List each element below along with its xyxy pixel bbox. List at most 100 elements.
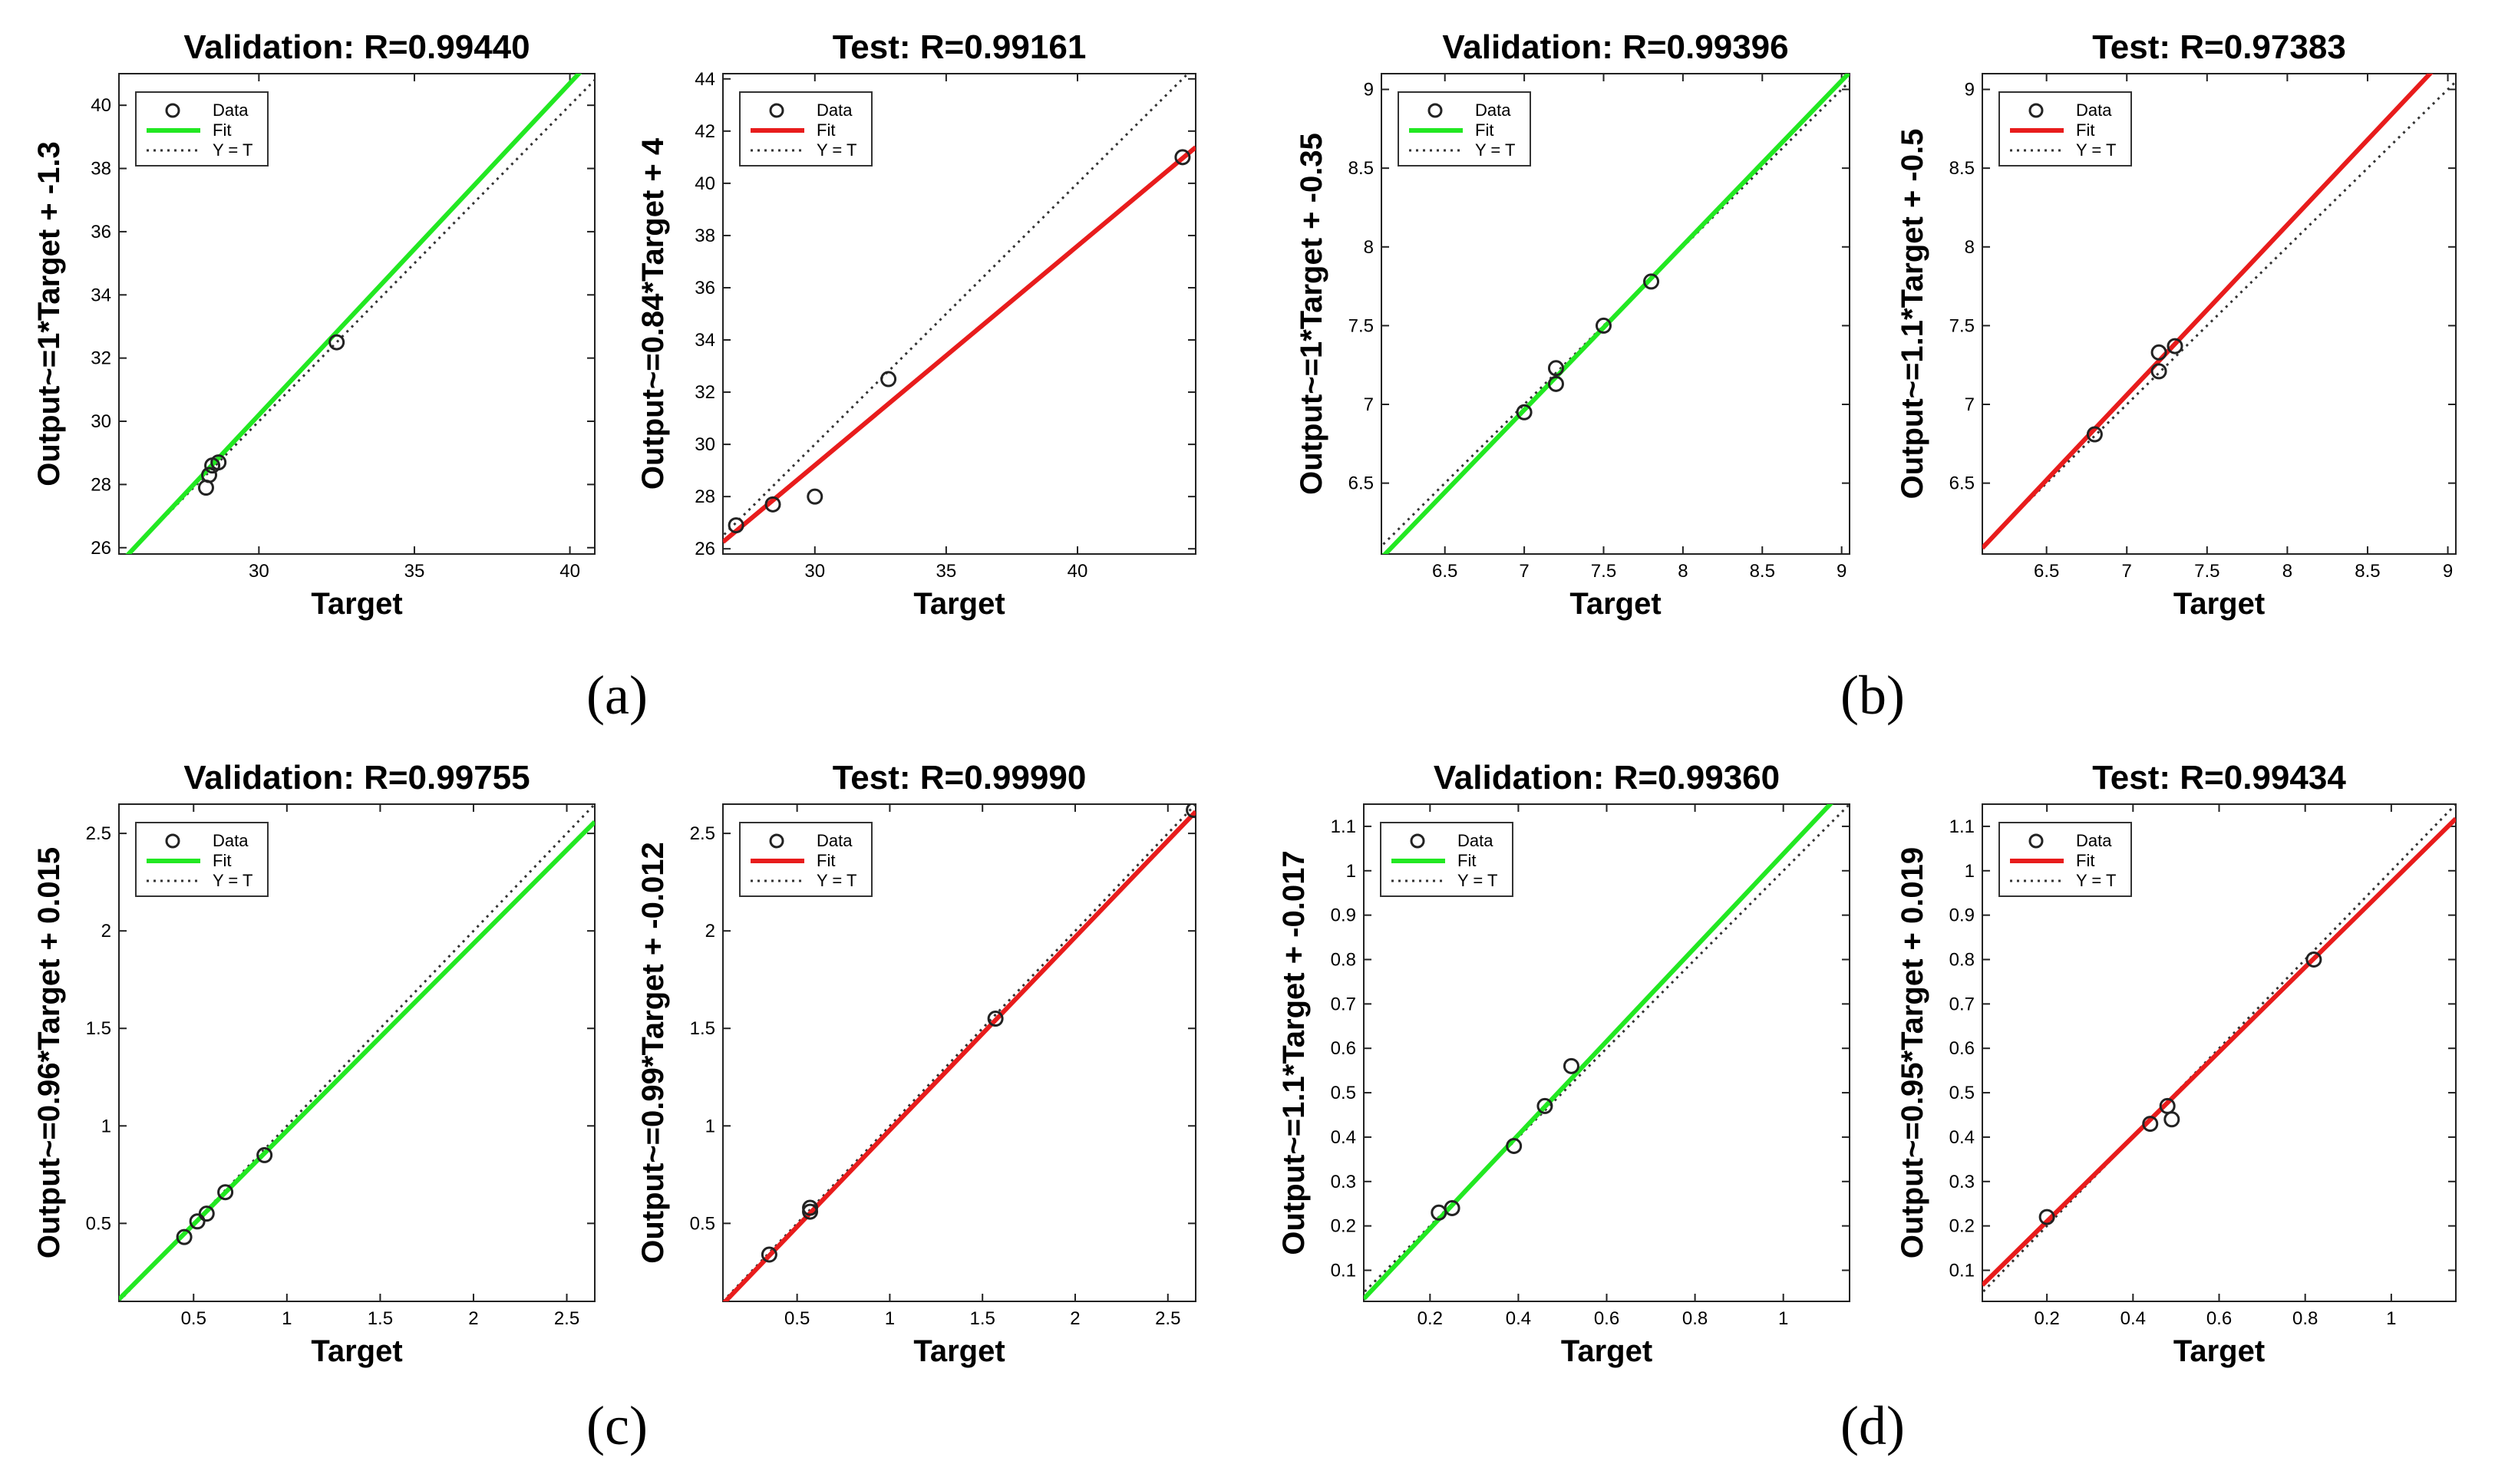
- plot-6: Test: R=0.99990 0.5 1 1.5 2 2.5 0.5 1 1.5 2 2.5 Tar…: [636, 759, 1196, 1368]
- x-tick-label: 8.5: [2355, 561, 2380, 582]
- y-tick-label: 1: [1346, 861, 1356, 882]
- plot-title: Test: R=0.99434: [2092, 759, 2346, 796]
- x-axis-label: Target: [2173, 587, 2265, 621]
- y-tick-label: 0.2: [1331, 1216, 1356, 1237]
- y-tick-label: 32: [695, 382, 715, 403]
- y-tick-label: 0.2: [1949, 1216, 1975, 1237]
- x-axis-label: Target: [311, 1334, 402, 1368]
- x-tick-label: 7.5: [1591, 561, 1616, 582]
- legend-data-label: Data: [1475, 101, 1511, 120]
- data-point: [2150, 363, 2167, 380]
- x-axis-label: Target: [1561, 1334, 1652, 1368]
- y-tick-label: 0.4: [1331, 1127, 1356, 1148]
- x-tick-label: 6.5: [2034, 561, 2059, 582]
- ideal-line: [1982, 804, 2456, 1294]
- data-point: [2167, 338, 2183, 355]
- y-tick-label: 7: [1965, 394, 1975, 415]
- x-tick-label: 0.2: [2034, 1308, 2059, 1329]
- plot-1: Validation: R=0.99440 30 35 40 26 28 30 32 34 36 3…: [32, 28, 596, 621]
- x-tick-label: 2: [468, 1308, 478, 1329]
- plot-title: Test: R=0.97383: [2092, 28, 2346, 66]
- y-tick-label: 1.5: [690, 1018, 715, 1039]
- legend-data-marker: [769, 833, 784, 849]
- y-tick-label: 0.7: [1331, 994, 1356, 1014]
- y-tick-label: 34: [695, 330, 715, 351]
- x-axis-label: Target: [1569, 587, 1661, 621]
- legend-data-marker: [165, 833, 180, 849]
- legend-data-label: Data: [2076, 831, 2112, 850]
- legend-ideal-label: Y = T: [817, 140, 856, 160]
- panel-label-d: (d): [1840, 1395, 1905, 1456]
- y-tick-label: 26: [695, 539, 715, 559]
- plot-title: Validation: R=0.99755: [183, 759, 530, 796]
- x-tick-label: 0.6: [2206, 1308, 2232, 1329]
- plot-title: Test: R=0.99161: [833, 28, 1087, 66]
- y-tick-label: 2.5: [86, 823, 111, 844]
- y-tick-label: 0.5: [86, 1213, 111, 1234]
- y-tick-label: 0.5: [1949, 1083, 1975, 1103]
- data-point: [1506, 1138, 1523, 1154]
- y-axis-label: Output~=1.1*Target + -0.017: [1277, 850, 1311, 1255]
- y-tick-label: 1.1: [1331, 816, 1356, 837]
- legend-data-marker: [1427, 103, 1443, 118]
- panel-label-c: (c): [586, 1395, 648, 1456]
- data-point: [328, 334, 345, 351]
- legend-ideal-label: Y = T: [2076, 871, 2116, 890]
- legend-fit-label: Fit: [213, 120, 231, 140]
- x-tick-label: 2: [1070, 1308, 1080, 1329]
- y-tick-label: 8.5: [1949, 158, 1975, 179]
- fit-line: [1381, 74, 1850, 554]
- y-tick-label: 1.5: [86, 1018, 111, 1039]
- legend-data-label: Data: [2076, 101, 2112, 120]
- legend-data-label: Data: [213, 831, 249, 850]
- data-point: [256, 1146, 273, 1163]
- y-tick-label: 1: [1965, 861, 1975, 882]
- fit-line: [1982, 816, 2456, 1287]
- x-tick-label: 7: [1519, 561, 1529, 582]
- y-tick-label: 7.5: [1949, 315, 1975, 336]
- legend-fit-label: Fit: [817, 851, 835, 870]
- legend-data-label: Data: [817, 831, 853, 850]
- y-tick-label: 34: [91, 285, 111, 305]
- y-axis-label: Output~=0.84*Target + 4: [636, 137, 670, 490]
- legend-data-label: Data: [213, 101, 249, 120]
- fit-line: [723, 810, 1196, 1301]
- y-tick-label: 0.6: [1949, 1038, 1975, 1059]
- y-tick-label: 38: [695, 226, 715, 246]
- data-point: [802, 1199, 819, 1216]
- y-tick-label: 0.7: [1949, 994, 1975, 1014]
- y-tick-label: 40: [695, 173, 715, 194]
- x-tick-label: 1: [885, 1308, 895, 1329]
- y-tick-label: 40: [91, 95, 111, 116]
- x-axis-label: Target: [2173, 1334, 2265, 1368]
- plot-2: Test: R=0.99161 30 35 40 26 28 30 32 34 36 38 40 42 4…: [636, 28, 1196, 621]
- x-tick-label: 0.5: [784, 1308, 810, 1329]
- y-tick-label: 32: [91, 348, 111, 369]
- y-tick-label: 42: [695, 121, 715, 142]
- y-tick-label: 6.5: [1949, 473, 1975, 494]
- y-axis-label: Output~=1*Target + -0.35: [1295, 133, 1328, 495]
- y-tick-label: 0.5: [690, 1213, 715, 1234]
- y-tick-label: 7.5: [1348, 315, 1374, 336]
- plot-content: [1982, 74, 2456, 550]
- x-tick-label: 7.5: [2194, 561, 2219, 582]
- legend-fit-label: Fit: [1457, 851, 1476, 870]
- y-tick-label: 0.9: [1331, 905, 1356, 926]
- plot-title: Test: R=0.99990: [833, 759, 1087, 796]
- y-tick-label: 38: [91, 159, 111, 180]
- x-tick-label: 9: [1837, 561, 1846, 582]
- data-point: [176, 1228, 193, 1245]
- data-point: [2163, 1111, 2180, 1128]
- y-tick-label: 0.3: [1331, 1172, 1356, 1192]
- x-tick-label: 1.5: [970, 1308, 995, 1329]
- data-point: [1174, 149, 1191, 166]
- x-tick-label: 0.6: [1594, 1308, 1619, 1329]
- plot-8: Test: R=0.99434 0.2 0.4 0.6 0.8 1 0.1 0.2 0.3 0.4…: [1896, 759, 2457, 1368]
- legend-data-marker: [2028, 833, 2044, 849]
- plot-title: Validation: R=0.99440: [183, 28, 530, 66]
- y-tick-label: 0.4: [1949, 1127, 1975, 1148]
- legend-data-label: Data: [1457, 831, 1493, 850]
- plot-content: [125, 74, 595, 554]
- x-axis-label: Target: [913, 1334, 1005, 1368]
- x-axis-label: Target: [311, 587, 402, 621]
